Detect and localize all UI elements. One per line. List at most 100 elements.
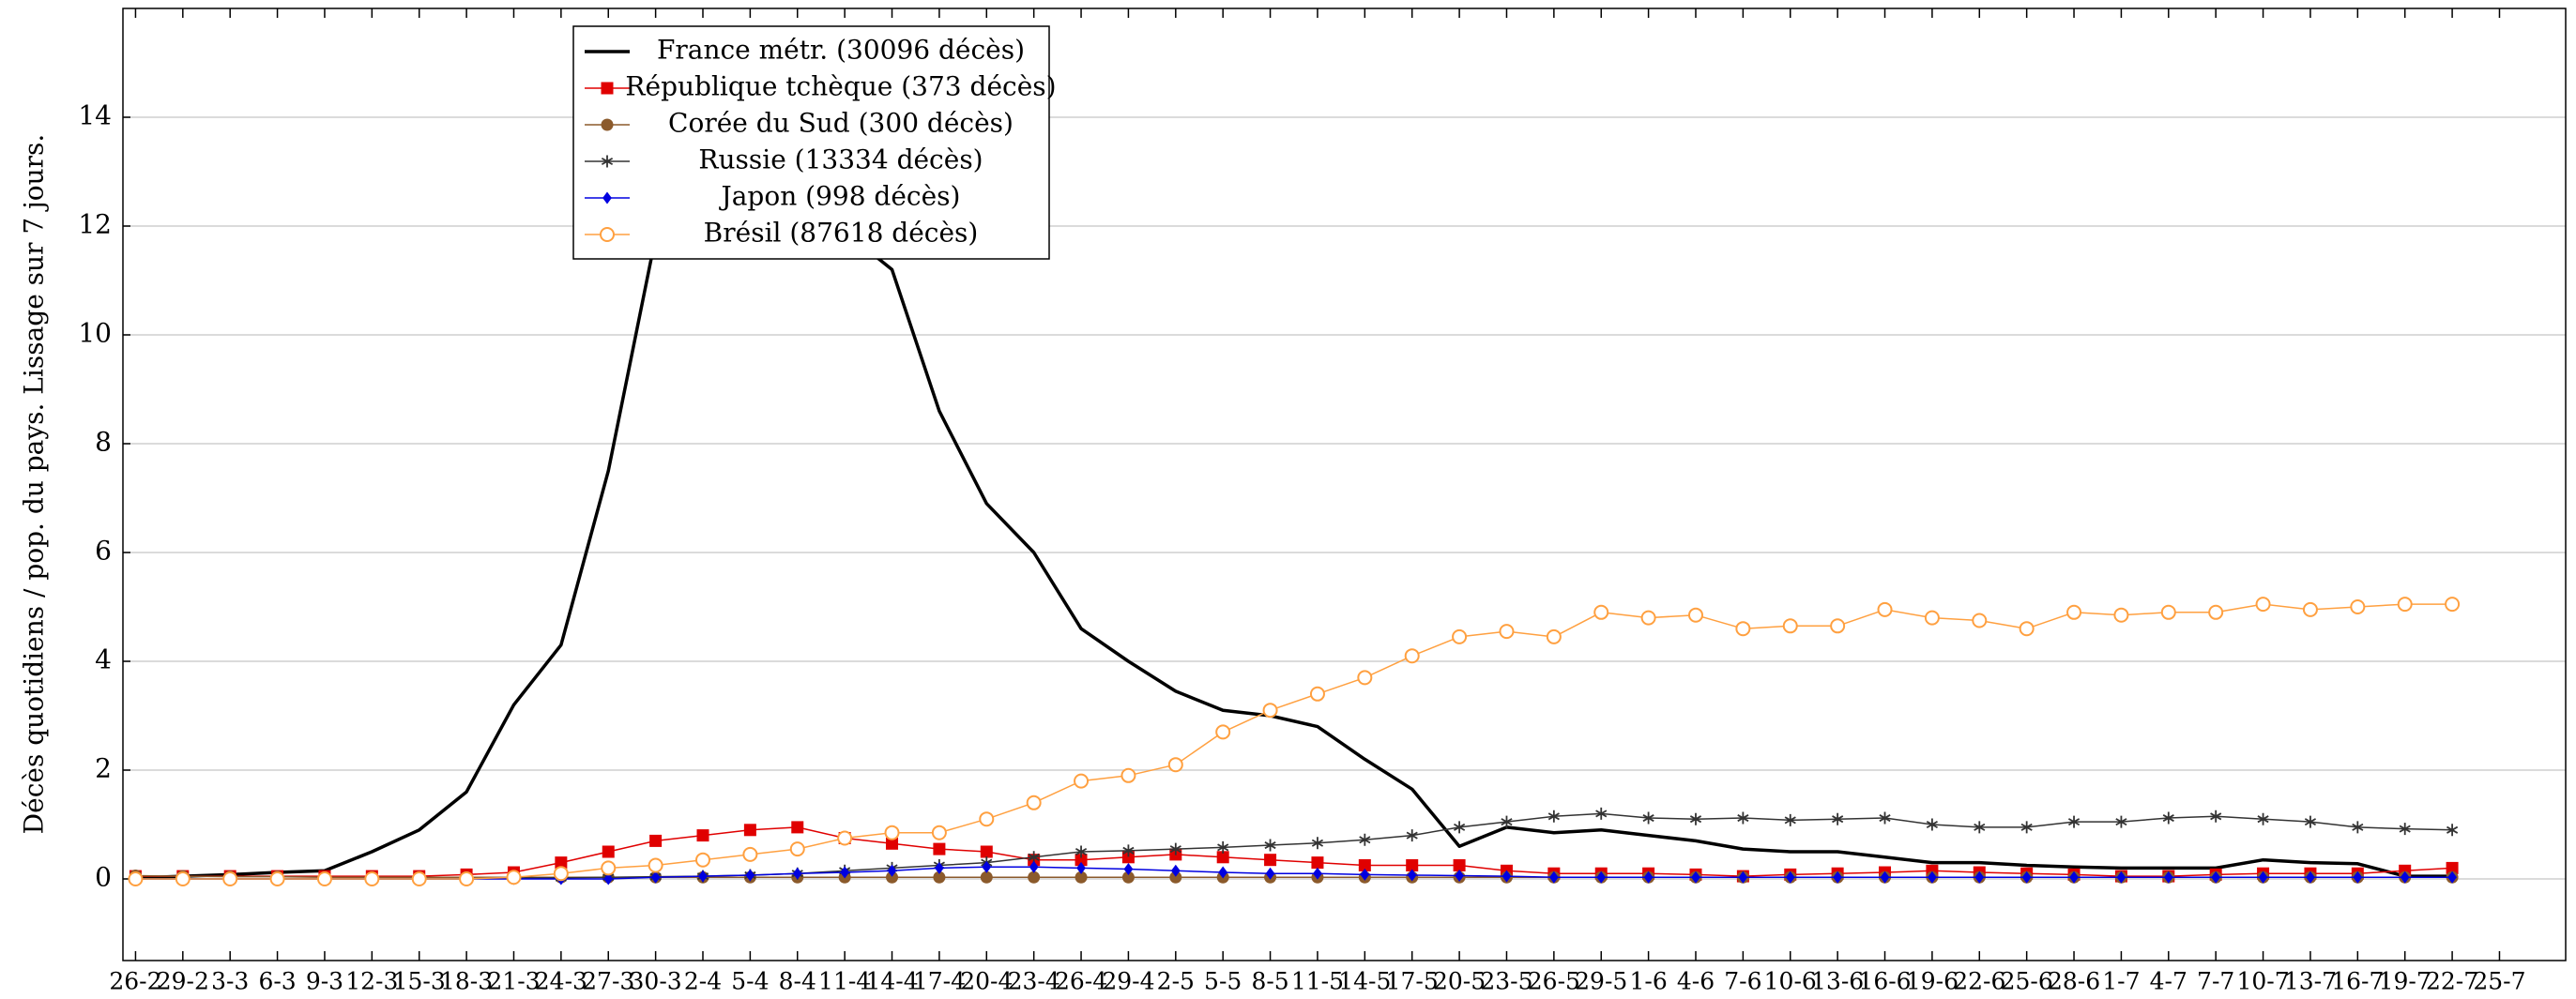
x-tick-label: 16-6: [1858, 968, 1911, 995]
data-point: [2115, 815, 2127, 828]
data-point: [1215, 724, 1231, 740]
data-point: [650, 870, 661, 884]
legend-box: [572, 25, 1050, 260]
data-point: [1311, 856, 1324, 870]
data-point: [1216, 851, 1229, 864]
data-point: [1123, 863, 1134, 876]
x-tick-label: 18-3: [440, 968, 493, 995]
data-point: [698, 870, 708, 883]
data-point: [789, 841, 805, 857]
grid: 0 2 4 6 8 10 12 14 26-229-2 3-3 6-3 9-3 12-315-318-3…: [78, 8, 2566, 995]
data-point: [2066, 604, 2082, 620]
data-point: [2352, 821, 2364, 834]
data-point: [1546, 628, 1562, 644]
data-point: [1593, 604, 1609, 620]
data-point: [2116, 870, 2126, 884]
data-point: [1360, 868, 1370, 881]
data-point: [1358, 859, 1371, 871]
data-point: [1121, 870, 1135, 884]
x-tick-label: 13-7: [2284, 968, 2337, 995]
x-tick-label: 22-6: [1953, 968, 2005, 995]
x-tick-label: 20-4: [960, 968, 1013, 995]
data-point: [933, 842, 946, 855]
y-tick-label: 8: [95, 427, 112, 458]
data-point: [1926, 818, 1938, 831]
y-tick-label: 2: [95, 753, 112, 784]
data-point: [886, 837, 899, 850]
data-point: [1075, 870, 1088, 884]
data-point: [2020, 821, 2033, 834]
data-point: [933, 870, 946, 884]
data-point: [1737, 811, 1749, 825]
data-point: [980, 845, 993, 858]
data-point: [2446, 861, 2459, 874]
data-point: [1407, 869, 1417, 882]
data-point: [2069, 870, 2079, 884]
data-point: [1359, 833, 1371, 846]
data-point: [2255, 597, 2271, 613]
data-point: [269, 871, 285, 886]
x-tick-label: 4-6: [1677, 968, 1715, 995]
data-point: [792, 867, 802, 880]
data-point: [128, 871, 144, 886]
data-point: [2302, 601, 2318, 617]
data-point: [1452, 628, 1468, 644]
data-point: [791, 821, 804, 834]
x-tick-label: 14-5: [1338, 968, 1391, 995]
x-tick-label: 29-5: [1575, 968, 1627, 995]
series-line: [135, 603, 2453, 880]
series-line: [135, 812, 2453, 880]
x-tick-label: 27-3: [582, 968, 634, 995]
data-point: [1076, 861, 1086, 874]
data-point: [696, 829, 709, 842]
data-point: [1832, 812, 1844, 825]
data-point: [2447, 870, 2457, 884]
x-tick-label: 5-4: [731, 968, 769, 995]
data-point: [1406, 829, 1418, 842]
legend-marker: [602, 191, 612, 204]
data-point: [2067, 815, 2081, 828]
data-point: [1120, 767, 1136, 783]
data-point: [695, 852, 711, 868]
data-point: [884, 825, 900, 840]
data-point: [2160, 604, 2176, 620]
x-tick-label: 28-6: [2048, 968, 2100, 995]
data-point: [555, 856, 568, 870]
x-tick-label: 13-6: [1811, 968, 1864, 995]
x-tick-label: 21-3: [487, 968, 540, 995]
data-point: [1499, 624, 1515, 640]
y-tick-label: 10: [78, 318, 112, 349]
data-point: [2304, 815, 2317, 828]
x-tick-label: 10-7: [2236, 968, 2289, 995]
x-tick-label: 2-4: [684, 968, 722, 995]
data-point: [1309, 686, 1325, 702]
x-tick-label: 29-2: [157, 968, 209, 995]
legend-label: France métr. (30096 décès): [657, 35, 1025, 66]
data-point: [1170, 864, 1181, 877]
y-tick-label: 14: [78, 100, 112, 131]
data-point: [1264, 839, 1276, 852]
data-point: [1264, 854, 1277, 867]
data-point: [1640, 610, 1656, 626]
data-point: [1313, 867, 1322, 880]
x-tick-label: 3-3: [211, 968, 249, 995]
legend-marker: [600, 227, 615, 242]
data-point: [2258, 870, 2268, 884]
data-point: [745, 869, 755, 882]
legend-label: République tchèque (373 décès): [625, 71, 1056, 102]
data-point: [1689, 812, 1702, 825]
x-tick-label: 5-5: [1204, 968, 1242, 995]
legend-label: Japon (998 décès): [719, 181, 961, 212]
data-point: [1830, 618, 1846, 634]
data-point: [1974, 821, 1986, 834]
y-tick-label: 0: [95, 862, 112, 893]
x-tick-label: 30-3: [630, 968, 682, 995]
data-point: [1453, 859, 1466, 871]
data-point: [886, 870, 899, 884]
plot-frame: [122, 8, 2567, 961]
x-tick-label: 10-6: [1764, 968, 1817, 995]
data-point: [1218, 866, 1228, 879]
x-tick-label: 17-4: [913, 968, 966, 995]
data-point: [2210, 810, 2222, 823]
